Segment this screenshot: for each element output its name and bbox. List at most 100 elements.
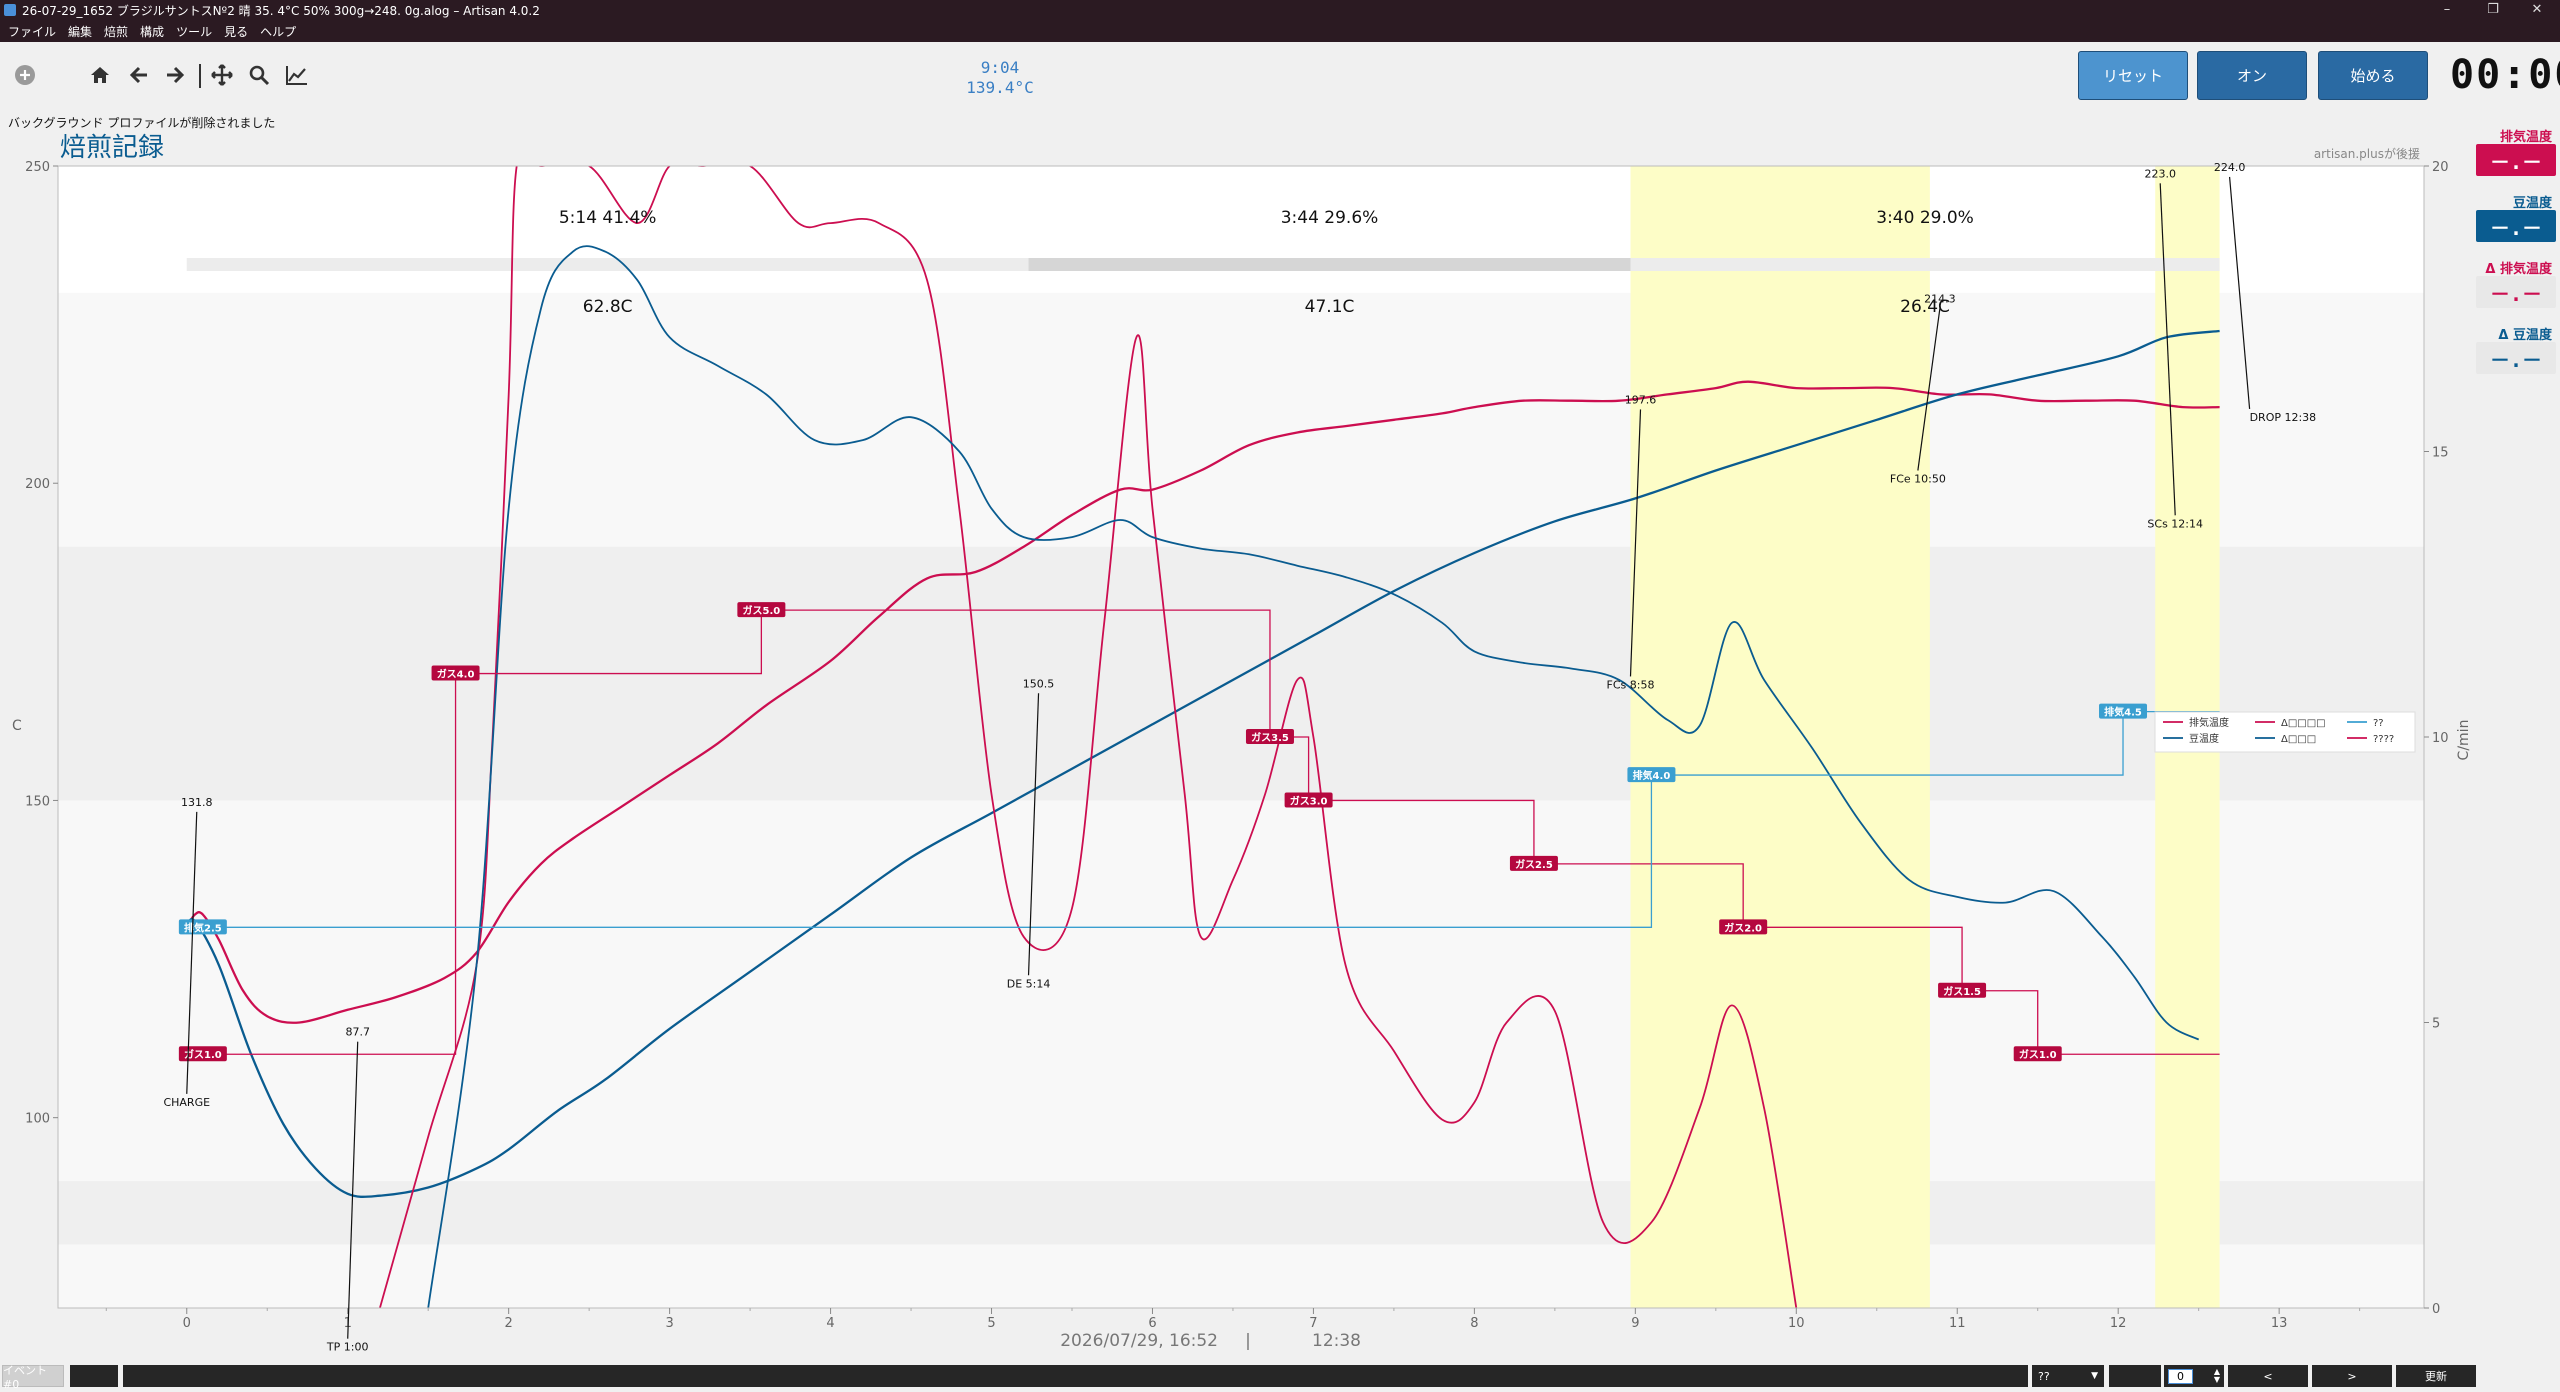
close-button[interactable]: ✕	[2531, 2, 2543, 17]
event-type-value: ??	[2038, 1369, 2050, 1383]
event-description-field[interactable]	[123, 1365, 2028, 1387]
event-label: TP 1:00	[326, 1341, 369, 1354]
home-icon[interactable]	[85, 60, 115, 90]
minimize-button[interactable]: –	[2443, 2, 2451, 17]
event-value: 87.7	[345, 1026, 370, 1039]
chart-icon[interactable]	[282, 60, 312, 90]
next-event-button[interactable]: >	[2312, 1365, 2392, 1387]
pan-icon[interactable]	[207, 60, 237, 90]
phase-bar	[1630, 257, 2220, 271]
roast-chart[interactable]: 5:14 41.4% 62.8C 3:44 29.6% 47.1C 3:40 29.0%…	[0, 128, 2490, 1358]
gas-step-line	[761, 609, 1271, 737]
event-spinbox[interactable]: 0 ▲ ▼	[2164, 1365, 2224, 1387]
title-bar: 26-07-29_1652 ブラジルサントスNº2 晴 35. 4°C 50% …	[0, 0, 2560, 20]
fan-event-tag-box	[2099, 703, 2148, 719]
y2-tick-label: 20	[2432, 160, 2449, 175]
spinbox-arrows-icon[interactable]: ▲ ▼	[2213, 1367, 2220, 1384]
event-leader-line	[2228, 176, 2251, 410]
x-tick-label: 9	[1631, 1316, 1639, 1331]
gas-event-tag-box	[1509, 855, 1558, 871]
forward-arrow-icon[interactable]	[160, 60, 190, 90]
x-tick-label: 5	[987, 1316, 995, 1331]
gas-event-tag-label: ガス1.0	[184, 1048, 222, 1061]
phase-label: 3:40 29.0%	[1876, 208, 1974, 228]
x-tick-label: 0	[183, 1316, 191, 1331]
start-button[interactable]: 始める	[2318, 51, 2428, 100]
gas-event-tag-box	[1284, 792, 1333, 808]
bt-label: 豆温度	[2512, 196, 2552, 211]
series-line-3	[427, 245, 2200, 1308]
bt-lcd: －.－	[2476, 210, 2556, 242]
maximize-button[interactable]: ❐	[2487, 2, 2499, 17]
gas-event-tag-label: ガス3.0	[1290, 794, 1328, 807]
x-tick-label: 6	[1148, 1316, 1156, 1331]
gas-event-tag-box	[1245, 729, 1294, 744]
legend-entry: 豆温度	[2189, 732, 2219, 745]
legend-entry: ??	[2373, 718, 2384, 729]
phase-delta: 62.8C	[583, 297, 633, 317]
menu-edit[interactable]: 編集	[68, 24, 93, 39]
lcd-time: 9:04	[980, 58, 1020, 77]
event-leader-line	[1917, 308, 1941, 471]
phase-delta: 26.4C	[1900, 297, 1950, 317]
zone-band	[58, 292, 2424, 547]
add-icon[interactable]	[10, 60, 40, 90]
menu-roast[interactable]: 焙煎	[104, 24, 129, 39]
menu-help[interactable]: ヘルプ	[260, 24, 297, 39]
phase-highlight-band	[1630, 166, 1930, 1308]
fan-event-tag-label: 排気4.5	[2104, 706, 2142, 719]
gas-step-line	[1962, 990, 2039, 1055]
delta-bt-label: Δ 豆温度	[2498, 328, 2552, 343]
x-tick-label: 2	[505, 1316, 513, 1331]
event-type-combo[interactable]: ?? ▼	[2032, 1365, 2104, 1387]
zoom-icon[interactable]	[244, 60, 274, 90]
gas-step-line	[202, 673, 457, 1055]
event-value-field[interactable]	[2109, 1365, 2161, 1387]
gas-event-tag-label: ガス2.0	[1724, 921, 1762, 934]
fan-step-line	[1651, 711, 2124, 776]
gas-event-tag-label: ガス4.0	[437, 668, 475, 681]
series-line-1	[185, 329, 2220, 1198]
spinbox-value: 0	[2168, 1368, 2193, 1384]
gas-event-tag: ガス3.5	[1245, 729, 1294, 744]
fan-event-tag: 排気2.5	[178, 919, 227, 935]
back-arrow-icon[interactable]	[124, 60, 154, 90]
delta-et-lcd: －.－	[2476, 276, 2556, 308]
chart-title: 焙煎記録	[60, 133, 164, 163]
on-button[interactable]: オン	[2197, 51, 2307, 100]
fan-event-tag-box	[178, 919, 227, 935]
event-leader-line	[1629, 409, 1642, 677]
y2-tick-label: 10	[2432, 731, 2449, 746]
lcd-temp: 139.4°C	[966, 78, 1034, 97]
reset-button[interactable]: リセット	[2078, 51, 2188, 100]
event-field[interactable]	[70, 1365, 118, 1387]
gas-event-tag-box	[178, 1046, 227, 1062]
event-value: 224.0	[2214, 161, 2246, 174]
prev-event-button[interactable]: <	[2228, 1365, 2308, 1387]
et-label: 排気温度	[2499, 130, 2552, 145]
fan-event-tag-label: 排気4.0	[1633, 769, 1671, 782]
app-icon	[4, 4, 16, 16]
fan-event-tag-label: 排気2.5	[184, 921, 222, 934]
gas-event-tag: ガス4.0	[431, 665, 480, 681]
menu-config[interactable]: 構成	[140, 24, 165, 39]
gas-event-tag-box	[1938, 982, 1987, 998]
x-tick-label: 13	[2271, 1316, 2288, 1331]
y-tick-label: 100	[25, 1112, 50, 1127]
menu-tools[interactable]: ツール	[176, 24, 213, 39]
event-leader-line	[347, 1041, 359, 1339]
gas-event-tag: ガス1.0	[2013, 1046, 2062, 1062]
menu-view[interactable]: 見る	[224, 24, 249, 39]
update-button[interactable]: 更新	[2396, 1365, 2476, 1387]
menu-file[interactable]: ファイル	[8, 24, 57, 39]
roast-duration: 12:38	[1312, 1331, 1361, 1351]
event-value: 150.5	[1023, 677, 1055, 690]
fan-event-tag-box	[1627, 767, 1676, 783]
gas-event-tag: ガス3.0	[1284, 792, 1333, 808]
legend-entry: Δ□□□	[2281, 734, 2316, 745]
gas-event-tag-label: ガス1.0	[2019, 1048, 2057, 1061]
series-line-2	[379, 166, 1798, 1308]
phase-label: 3:44 29.6%	[1281, 208, 1379, 228]
fan-step-line	[202, 775, 1653, 928]
x-tick-label: 7	[1309, 1316, 1317, 1331]
